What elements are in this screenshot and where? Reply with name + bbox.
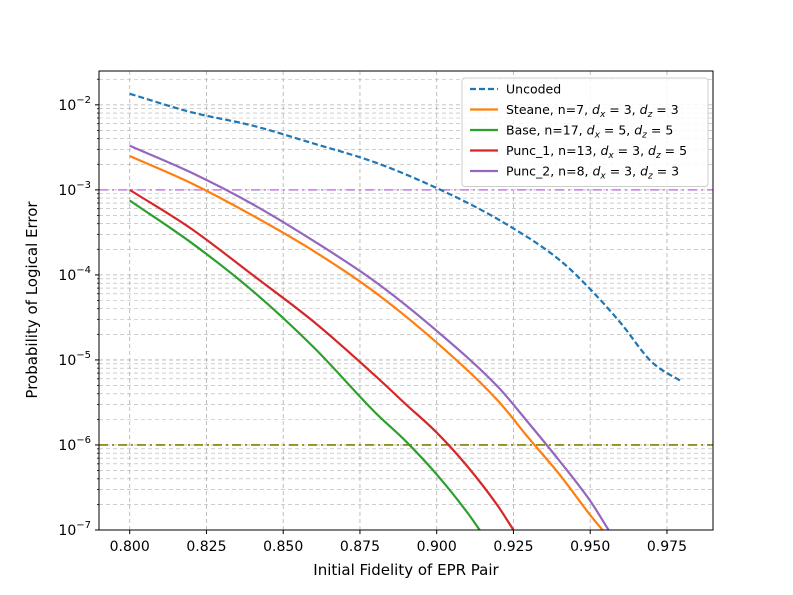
legend: Uncoded Steane, n=7, dx = 3, dz = 3 Base, … xyxy=(461,77,709,187)
x-tick-label: 0.950 xyxy=(570,539,610,555)
series-line-2 xyxy=(129,155,604,530)
x-tick-label: 0.875 xyxy=(340,539,380,555)
x-axis-label: Initial Fidelity of EPR Pair xyxy=(313,561,499,579)
y-tick-label: 10−2 xyxy=(58,95,91,114)
x-tick-label: 0.800 xyxy=(110,539,150,555)
legend-box xyxy=(461,77,709,187)
x-tick-label: 0.900 xyxy=(417,539,457,555)
series-line-3 xyxy=(129,199,481,530)
y-tick-label: 10−7 xyxy=(58,520,91,539)
threshold-lines xyxy=(99,189,713,446)
y-tick-label: 10−6 xyxy=(58,435,91,454)
y-tick-label: 10−5 xyxy=(58,350,91,369)
series-line-5 xyxy=(129,144,610,530)
legend-entry: Steane, n=7, dx = 3, dz = 3 xyxy=(506,102,679,120)
ticks: 0.800 0.825 0.850 0.875 0.900 0.925 0.950 0.975… xyxy=(58,78,687,555)
x-tick-label: 0.850 xyxy=(263,539,303,555)
legend-entry: Punc_1, n=13, dx = 3, dz = 5 xyxy=(506,143,687,161)
y-axis-label: Probability of Logical Error xyxy=(23,201,41,399)
grid xyxy=(99,71,713,531)
y-tick-label: 10−3 xyxy=(58,180,91,199)
y-tick-label: 10−4 xyxy=(58,265,91,284)
x-tick-label: 0.825 xyxy=(186,539,226,555)
series-group xyxy=(129,92,683,530)
series-line-1 xyxy=(129,92,683,383)
legend-entry: Uncoded xyxy=(506,82,561,97)
legend-entry: Punc_2, n=8, dx = 3, dz = 3 xyxy=(506,164,679,182)
x-tick-label: 0.925 xyxy=(493,539,533,555)
legend-entry: Base, n=17, dx = 5, dz = 5 xyxy=(506,123,673,141)
series-line-4 xyxy=(129,188,515,530)
x-tick-label: 0.975 xyxy=(647,539,687,555)
